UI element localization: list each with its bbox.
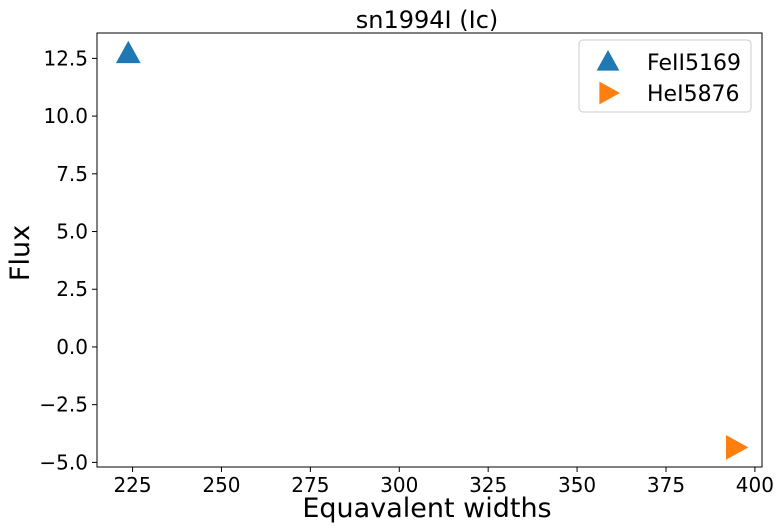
x-tick-label: 350 xyxy=(558,473,596,497)
chart-title: sn1994I (Ic) xyxy=(356,6,499,34)
y-tick-label: −5.0 xyxy=(39,450,88,474)
data-point-2 xyxy=(725,435,749,460)
y-tick-label: 5.0 xyxy=(56,220,88,244)
y-axis-title: Flux xyxy=(5,225,36,281)
x-tick-label: 375 xyxy=(647,473,685,497)
y-tick-label: 2.5 xyxy=(56,277,88,301)
x-tick-label: 250 xyxy=(202,473,240,497)
y-tick-label: 10.0 xyxy=(43,104,88,128)
plot-area xyxy=(96,32,763,468)
legend-label-2: HeI5876 xyxy=(647,82,740,107)
scatter-points xyxy=(115,40,749,460)
y-tick-label: −2.5 xyxy=(39,393,88,417)
legend-label-1: FeII5169 xyxy=(647,51,741,76)
x-axis-title: Equavalent widths xyxy=(302,493,551,524)
x-tick-label: 275 xyxy=(291,473,329,497)
legend-box xyxy=(578,39,752,113)
legend-marker-1 xyxy=(596,50,620,71)
x-tick-label: 400 xyxy=(736,473,774,497)
y-tick-label: 12.5 xyxy=(43,46,88,70)
legend-marker-2 xyxy=(599,81,620,105)
y-axis: 12.5 10.0 7.5 5.0 2.5 0.0 −2.5 −5.0 xyxy=(39,46,97,474)
legend: FeII5169 HeI5876 xyxy=(578,39,752,113)
x-tick-label: 325 xyxy=(469,473,507,497)
y-tick-label: 7.5 xyxy=(56,162,88,186)
x-tick-label: 300 xyxy=(380,473,418,497)
y-tick-label: 0.0 xyxy=(56,335,88,359)
data-point-1 xyxy=(115,40,141,64)
x-axis: 225 250 275 300 325 350 375 400 xyxy=(113,467,774,497)
x-tick-label: 225 xyxy=(113,473,151,497)
